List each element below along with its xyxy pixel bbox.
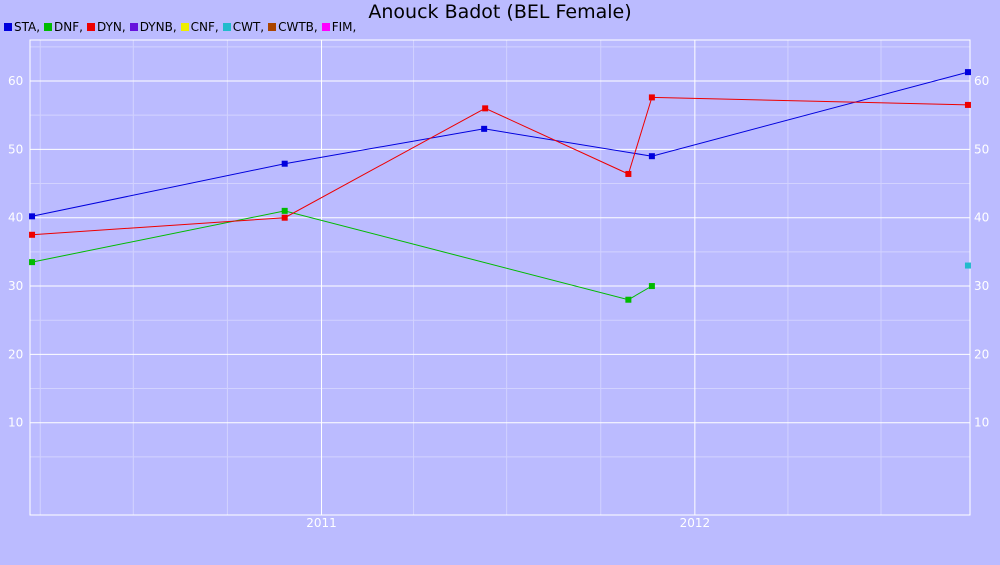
- legend-label: DNF,: [54, 20, 83, 34]
- y-tick-label-left: 20: [8, 347, 23, 361]
- legend-label: STA,: [14, 20, 41, 34]
- legend-swatch: [321, 23, 330, 31]
- legend-item: CWTB,: [268, 20, 318, 34]
- y-tick-label-left: 60: [8, 74, 23, 88]
- x-tick-label: 2012: [680, 516, 711, 530]
- legend: STA, DNF, DYN, DYNB, CNF, CWT, CWTB, FIM,: [4, 20, 360, 34]
- y-tick-label-right: 10: [974, 416, 989, 430]
- data-point-sta: [648, 153, 655, 160]
- chart-title: Anouck Badot (BEL Female): [368, 1, 632, 23]
- data-point-dyn: [482, 105, 489, 112]
- y-tick-label-left: 40: [8, 211, 23, 225]
- legend-label: FIM,: [331, 20, 357, 34]
- y-tick-label-right: 20: [974, 347, 989, 361]
- legend-label: DYNB,: [139, 20, 177, 34]
- series-line-sta: [31, 71, 969, 217]
- legend-swatch: [129, 23, 138, 31]
- plot-frame: [29, 39, 971, 516]
- legend-item: CNF,: [180, 20, 219, 34]
- legend-swatch: [86, 23, 95, 31]
- data-point-sta: [29, 213, 36, 220]
- y-tick-label-right: 60: [974, 74, 989, 88]
- legend-swatch: [222, 23, 231, 31]
- legend-item: DYNB,: [129, 20, 177, 34]
- legend-swatch: [268, 23, 277, 31]
- legend-label: CWT,: [232, 20, 265, 34]
- legend-label: CWTB,: [278, 20, 318, 34]
- legend-label: CNF,: [190, 20, 219, 34]
- data-point-dyn: [964, 101, 971, 108]
- series-line-dnf: [31, 210, 653, 301]
- legend-item: STA,: [4, 20, 40, 34]
- data-point-dnf: [625, 296, 632, 303]
- legend-label: DYN,: [96, 20, 126, 34]
- y-tick-label-right: 50: [974, 142, 989, 156]
- data-point-dnf: [281, 207, 288, 214]
- grid: [30, 40, 970, 515]
- data-point-cwt: [964, 262, 971, 269]
- y-tick-label-right: 40: [974, 211, 989, 225]
- y-tick-label-left: 50: [8, 142, 23, 156]
- data-point-dyn: [625, 170, 632, 177]
- series-line-dyn: [31, 96, 969, 236]
- y-tick-label-right: 30: [974, 279, 989, 293]
- data-point-sta: [964, 69, 971, 76]
- data-point-dyn: [281, 214, 288, 221]
- x-tick-label: 2011: [306, 516, 337, 530]
- legend-swatch: [44, 23, 53, 31]
- legend-item: CWT,: [222, 20, 265, 34]
- data-point-sta: [481, 125, 488, 132]
- legend-item: FIM,: [321, 20, 357, 34]
- y-tick-label-left: 30: [8, 279, 23, 293]
- legend-swatch: [4, 23, 12, 31]
- data-point-dnf: [648, 283, 655, 290]
- y-tick-label-left: 10: [8, 416, 23, 430]
- legend-item: DNF,: [44, 20, 83, 34]
- axes: 10 10 20 20 30 30 40 40 50 50 60 60 2011 2012: [8, 39, 989, 530]
- data-point-sta: [281, 160, 288, 167]
- legend-item: DYN,: [86, 20, 126, 34]
- data-point-dyn: [648, 94, 655, 101]
- legend-swatch: [180, 23, 189, 31]
- data-point-dyn: [29, 231, 36, 238]
- series: [29, 69, 971, 303]
- data-point-dnf: [29, 259, 36, 266]
